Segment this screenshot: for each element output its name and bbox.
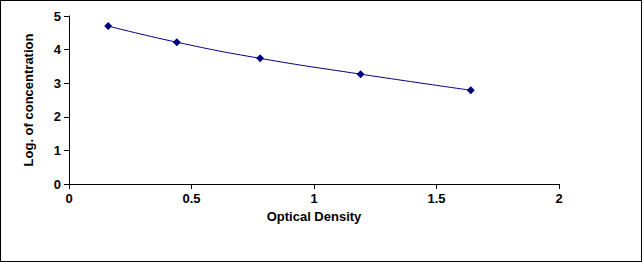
svg-text:0: 0: [65, 191, 72, 206]
svg-text:Log. of concentration: Log. of concentration: [21, 34, 36, 167]
svg-text:1: 1: [310, 191, 317, 206]
svg-text:1: 1: [54, 143, 61, 158]
svg-text:5: 5: [54, 9, 61, 24]
svg-text:1.5: 1.5: [427, 191, 445, 206]
svg-text:0: 0: [54, 177, 61, 192]
svg-text:2: 2: [555, 191, 562, 206]
svg-text:3: 3: [54, 76, 61, 91]
svg-text:0.5: 0.5: [182, 191, 200, 206]
svg-text:2: 2: [54, 109, 61, 124]
svg-text:4: 4: [54, 42, 62, 57]
svg-text:Optical Density: Optical Density: [267, 209, 362, 224]
